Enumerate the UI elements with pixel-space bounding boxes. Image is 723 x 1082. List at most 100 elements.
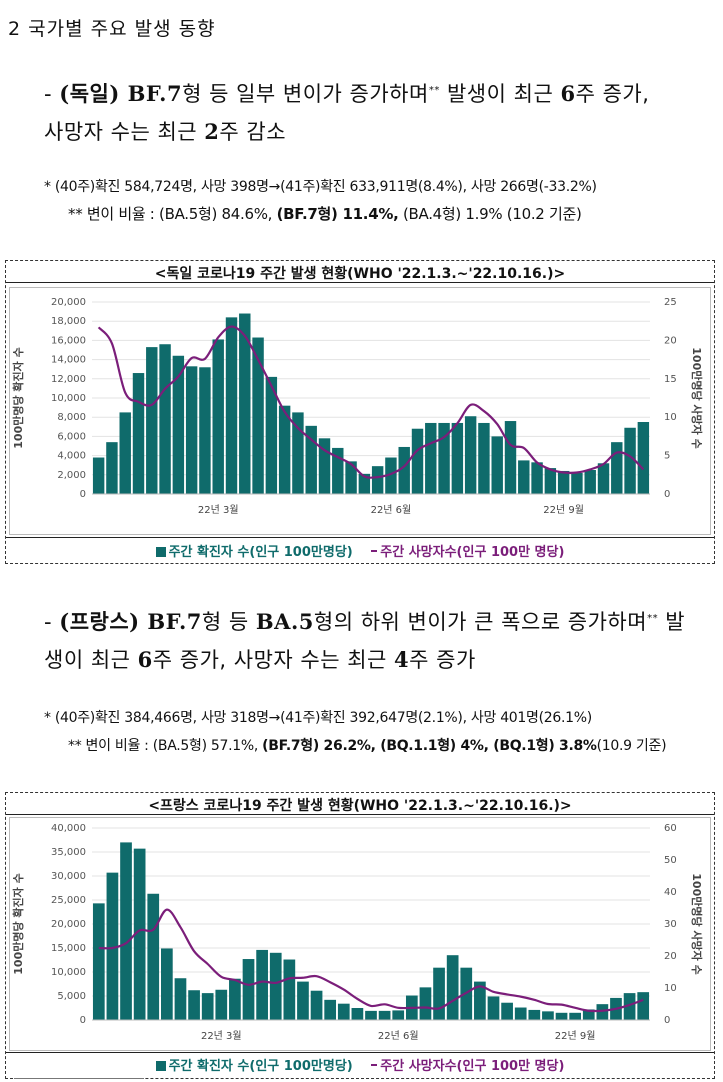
case-bar	[337, 1003, 350, 1020]
case-bar	[159, 344, 171, 494]
legend-cases-label: 주간 확진자 수(인구 100만명당)	[168, 1059, 353, 1074]
headline-text: 생이 최근	[44, 648, 138, 672]
case-bar	[385, 457, 397, 494]
case-bar	[501, 1002, 513, 1020]
y-tick-label: 18,000	[51, 316, 86, 327]
y2-tick-label: 20	[664, 951, 677, 962]
y-tick-label: 4,000	[57, 451, 86, 462]
chart-title-divider	[6, 814, 714, 815]
y2-tick-label: 5	[664, 451, 670, 462]
case-bar	[278, 405, 291, 494]
headline-number: 4	[394, 647, 410, 672]
case-bar	[611, 442, 623, 494]
case-bar	[371, 466, 384, 494]
headline-text: 주 증가, 사망자 수는 최근	[152, 648, 395, 672]
chart-title: <프랑스 코로나19 주간 발생 현황(WHO '22.1.3.~'22.10.…	[148, 798, 572, 814]
case-bar	[106, 442, 118, 494]
case-bar	[147, 893, 160, 1020]
y-tick-label: 5,000	[57, 991, 86, 1002]
case-bar	[637, 422, 650, 494]
y-tick-label: 8,000	[57, 412, 86, 423]
case-bar	[146, 347, 158, 494]
x-tick-label: 22년 3월	[198, 504, 239, 516]
case-bar	[133, 848, 146, 1020]
case-bar	[478, 422, 490, 494]
case-bar	[229, 978, 241, 1020]
y2-tick-label: 15	[664, 374, 677, 385]
y-tick-label: 0	[80, 1015, 86, 1026]
note-text: ** 변이 비율 : (BA.5형) 57.1%,	[68, 738, 263, 754]
legend-deaths-label: 주간 사망자수(인구 100만 명당)	[380, 545, 565, 560]
headline-text: 형 등	[201, 610, 256, 634]
france-note-cases: * (40주)확진 384,466명, 사망 318명→(41주)확진 392,…	[44, 710, 592, 726]
case-bar	[637, 992, 650, 1020]
legend-deaths-label: 주간 사망자수(인구 100만 명당)	[380, 1059, 565, 1074]
case-bar	[446, 955, 459, 1020]
france-headline: - (프랑스) BF.7형 등 BA.5형의 하위 변이가 큰 폭으로 증가하며…	[44, 600, 719, 679]
france-note-variants: ** 변이 비율 : (BA.5형) 57.1%, (BF.7형) 26.2%,…	[68, 735, 667, 755]
note-highlight: (BF.7형) 26.2%, (BQ.1.1형) 4%, (BQ.1형) 3.8…	[262, 738, 597, 754]
headline-number: 6	[137, 647, 153, 672]
case-bar	[119, 412, 131, 494]
death-line	[98, 908, 644, 1013]
y2-tick-label: 10	[664, 983, 677, 994]
case-bar	[557, 470, 570, 494]
x-tick-label: 22년 9월	[555, 1030, 596, 1042]
case-bar	[528, 1009, 541, 1020]
chart-frame: 40,000 35,000 30,000 25,000 20,000 15,000 10,0…	[9, 817, 711, 1051]
case-bar	[597, 463, 610, 494]
case-bar	[212, 339, 224, 494]
note-highlight: (BF.7형) 11.4%,	[276, 205, 399, 223]
y-tick-label: 20,000	[51, 297, 86, 308]
case-bar	[623, 993, 636, 1020]
case-bar	[252, 337, 264, 494]
y2-tick-label: 0	[664, 489, 670, 500]
headline-dash: -	[44, 610, 60, 634]
legend-bar-swatch	[155, 547, 166, 557]
case-bar	[398, 446, 410, 494]
legend-deaths: 주간 사망자수(인구 100만 명당)	[371, 1059, 564, 1074]
case-bar	[242, 959, 255, 1020]
case-bar	[358, 473, 371, 494]
note-text: (BA.4형) 1.9% (10.2 기준)	[398, 205, 582, 223]
case-bar	[345, 461, 357, 494]
case-bar	[392, 1010, 405, 1020]
case-bar	[120, 842, 132, 1020]
case-bar	[584, 470, 596, 494]
case-bar	[419, 987, 432, 1020]
x-tick-label: 22년 6월	[371, 504, 412, 516]
headline-number: 2	[204, 119, 220, 144]
case-bar	[569, 1012, 581, 1020]
headline-text: 형의 하위 변이가 큰 폭으로 증가하며	[313, 610, 648, 634]
legend-cases: 주간 확진자 수(인구 100만명당)	[155, 1059, 353, 1074]
y2-tick-label: 0	[664, 1015, 670, 1026]
case-bar	[106, 872, 119, 1020]
legend-line-swatch	[371, 550, 378, 552]
case-bar	[199, 367, 211, 494]
case-bar	[544, 468, 557, 494]
y-tick-label: 30,000	[51, 871, 86, 882]
germany-chart-box: <독일 코로나19 주간 발생 현황(WHO '22.1.3.~'22.10.1…	[5, 260, 715, 564]
case-bar	[256, 949, 268, 1020]
y2-tick-label: 50	[664, 855, 677, 866]
case-bar	[596, 1004, 609, 1020]
chart-title: <독일 코로나19 주간 발생 현황(WHO '22.1.3.~'22.10.1…	[154, 266, 566, 282]
y-tick-label: 40,000	[51, 823, 86, 834]
y2-tick-label: 20	[664, 335, 677, 346]
legend-bar-swatch	[155, 1061, 166, 1071]
y-tick-label: 15,000	[51, 943, 86, 954]
chart-frame: 20,000 18,000 16,000 14,000 12,000 10,000 8,00…	[9, 287, 711, 535]
case-bar	[161, 948, 173, 1020]
case-bar	[318, 438, 331, 494]
section-title: 2 국가별 주요 발생 동향	[8, 18, 216, 40]
case-bar	[624, 427, 636, 494]
headline-footnote-mark: **	[428, 85, 440, 96]
germany-note-variants: ** 변이 비율 : (BA.5형) 84.6%, (BF.7형) 11.4%,…	[68, 203, 582, 224]
death-line	[97, 325, 645, 479]
y-tick-label: 6,000	[57, 431, 86, 442]
case-bar	[172, 355, 185, 494]
y-axis-title: 100만명당 확진자 수	[11, 873, 25, 974]
case-bar	[185, 366, 198, 494]
case-bar	[310, 990, 323, 1020]
chart-title-divider	[6, 282, 714, 283]
